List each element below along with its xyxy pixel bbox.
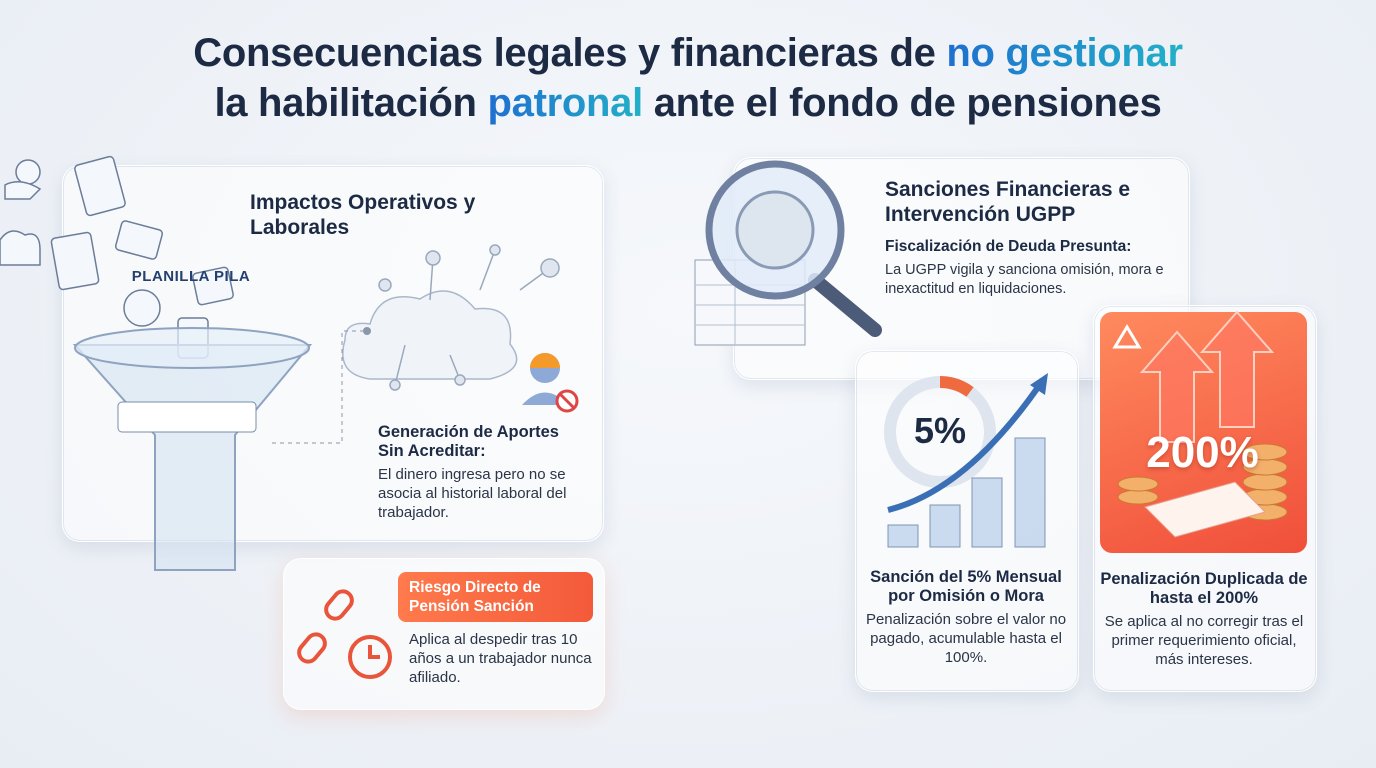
card-heading: Penalización Duplicada de hasta el 200%: [1100, 570, 1308, 607]
funnel-illustration: [0, 155, 579, 571]
chain-clock-icon: [297, 589, 392, 679]
card-body: Penalización sobre el valor no pagado, a…: [865, 611, 1067, 666]
title-text: ante el fondo de pensiones: [642, 81, 1162, 125]
card-heading: Impactos Operativos y Laborales: [250, 191, 476, 239]
risk-banner: [398, 572, 593, 622]
title-highlight: patronal: [487, 81, 644, 125]
card-body: La UGPP vigila y sanciona omisión, mora …: [885, 262, 1164, 297]
magnifier-illustration: [694, 160, 882, 346]
coins-illustration: [1112, 310, 1288, 538]
figure: 5%: [913, 410, 967, 451]
card-heading: Riesgo Directo de Pensión Sanción: [409, 579, 541, 615]
card-body: Aplica al despedir tras 10 años a un tra…: [409, 631, 592, 686]
card-subheading: Fiscalización de Deuda Presunta:: [885, 238, 1132, 255]
card-body: Se aplica al no corregir tras el primer …: [1104, 613, 1304, 668]
card-heading: Sanción del 5% Mensual por Omisión o Mor…: [870, 568, 1062, 605]
figure: 200%: [1146, 428, 1259, 477]
title-text: la habilitación: [214, 81, 488, 125]
card-body: El dinero ingresa pero no se asocia al h…: [378, 466, 567, 521]
card-subheading: Generación de Aportes Sin Acreditar:: [378, 423, 559, 460]
funnel-label: PLANILLA PILA: [131, 268, 251, 285]
title: Consecuencias legales y financieras de n…: [0, 28, 1376, 128]
growth-illustration: [884, 373, 1048, 548]
title-highlight: no gestionar: [946, 31, 1183, 75]
card-heading: Sanciones Financieras e Intervención UGP…: [885, 178, 1131, 226]
title-text: Consecuencias legales y financieras de: [193, 31, 947, 75]
